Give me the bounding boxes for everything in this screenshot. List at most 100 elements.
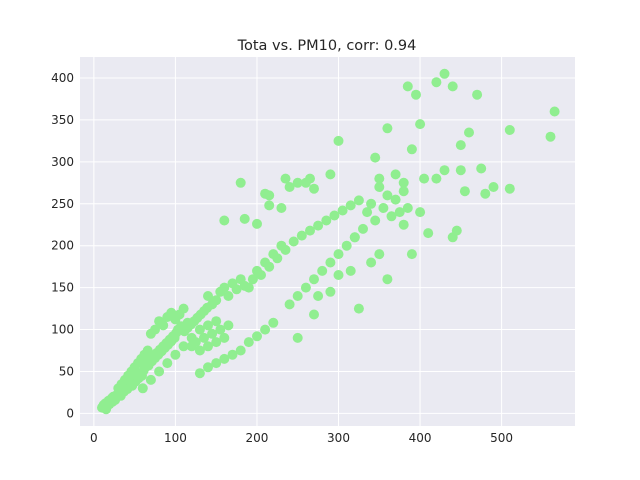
data-point: [488, 182, 499, 192]
data-point: [203, 341, 213, 352]
data-point: [374, 182, 385, 192]
data-point: [207, 328, 218, 339]
data-point: [231, 284, 242, 295]
data-point: [219, 353, 230, 364]
data-point: [235, 177, 246, 188]
data-point: [317, 265, 328, 276]
data-point: [366, 198, 377, 209]
data-point: [455, 165, 466, 176]
data-point: [203, 362, 213, 373]
data-point: [439, 68, 450, 79]
data-point: [549, 106, 560, 117]
data-point: [215, 324, 226, 335]
y-tick-label: 400: [51, 71, 74, 85]
data-point: [219, 282, 230, 293]
data-point: [203, 320, 213, 331]
data-point: [272, 253, 283, 264]
data-point: [431, 173, 442, 184]
x-tick-label: 0: [90, 431, 98, 445]
data-point: [211, 295, 222, 306]
data-point: [333, 270, 344, 280]
data-point: [398, 177, 409, 188]
data-point: [313, 291, 324, 301]
data-point: [362, 207, 373, 218]
data-point: [162, 358, 173, 369]
x-tick-label: 100: [164, 431, 187, 445]
data-point: [504, 183, 515, 194]
y-tick-label: 300: [51, 155, 74, 169]
data-point: [280, 244, 291, 255]
data-point: [194, 368, 205, 379]
data-point: [472, 89, 483, 100]
data-point: [199, 332, 209, 343]
data-point: [211, 358, 222, 369]
data-point: [370, 152, 381, 163]
data-point: [178, 303, 189, 314]
data-point: [415, 119, 426, 130]
data-point: [423, 228, 434, 239]
data-point: [374, 249, 385, 260]
data-point: [476, 163, 487, 174]
data-point: [325, 286, 336, 297]
data-point: [219, 215, 230, 226]
y-tick-label: 100: [51, 323, 74, 337]
y-tick-label: 200: [51, 239, 74, 253]
x-axis-ticks: 0 100 200 300 400 500: [90, 431, 513, 445]
data-point: [329, 210, 340, 221]
data-point: [345, 200, 356, 211]
data-point: [219, 332, 230, 343]
data-point: [239, 213, 250, 224]
data-point: [374, 173, 385, 184]
data-point: [321, 215, 332, 226]
data-point: [341, 240, 352, 251]
y-tick-label: 350: [51, 113, 74, 127]
data-point: [353, 303, 364, 314]
data-point: [260, 324, 271, 335]
data-point: [158, 320, 169, 331]
y-tick-label: 150: [51, 281, 74, 295]
data-point: [309, 183, 319, 194]
data-point: [439, 165, 450, 176]
data-point: [451, 225, 462, 236]
data-point: [402, 81, 413, 92]
data-point: [190, 337, 201, 348]
data-point: [382, 274, 393, 285]
data-point: [309, 309, 319, 320]
data-point: [150, 324, 160, 335]
data-point: [382, 190, 393, 201]
data-point: [337, 205, 348, 216]
data-point: [300, 177, 311, 188]
data-point: [333, 249, 344, 260]
data-point: [288, 236, 299, 247]
data-point: [333, 135, 344, 146]
data-point: [154, 366, 165, 377]
data-point: [256, 270, 266, 280]
data-point: [247, 274, 258, 285]
data-point: [398, 219, 409, 230]
data-point: [264, 190, 275, 201]
data-point: [431, 77, 442, 88]
data-point: [194, 345, 205, 356]
data-point: [370, 215, 381, 226]
y-tick-label: 50: [59, 364, 74, 378]
data-point: [419, 173, 430, 184]
data-point: [402, 203, 413, 213]
plot-background: [80, 57, 575, 426]
data-point: [268, 317, 279, 328]
data-point: [284, 299, 295, 310]
x-tick-label: 300: [327, 431, 350, 445]
data-point: [292, 177, 303, 188]
data-point: [353, 195, 364, 206]
data-point: [296, 230, 307, 241]
data-point: [398, 186, 409, 197]
data-point: [211, 316, 222, 327]
data-point: [252, 331, 262, 342]
data-point: [137, 383, 148, 394]
data-point: [235, 345, 246, 356]
data-point: [406, 249, 417, 260]
data-point: [264, 200, 275, 211]
data-point: [243, 337, 254, 348]
data-point: [280, 173, 291, 184]
data-point: [464, 127, 474, 138]
data-point: [480, 188, 491, 199]
